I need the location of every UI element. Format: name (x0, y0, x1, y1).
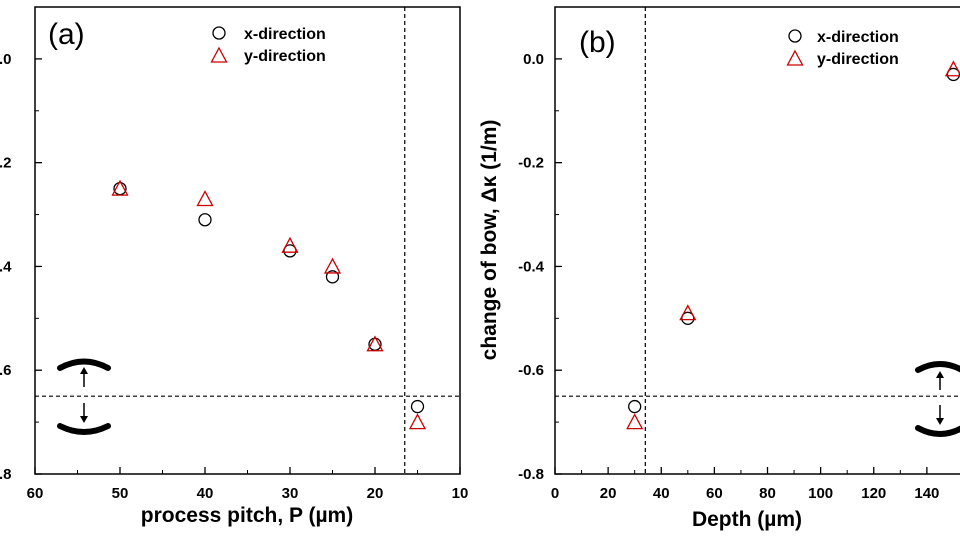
data-point-y-direction-a (323, 257, 342, 274)
panel-label-b: (b) (579, 26, 616, 59)
legend-a: x-direction y-direction (210, 26, 326, 65)
axes-b: 0 20 40 60 80 100 120 140 0.0 -0.2 -0.4 -0.6 -0.8 (518, 51, 939, 502)
legend-label-x-a: x-direction (244, 26, 326, 43)
panel-label-a: (a) (48, 18, 85, 51)
y-tick-label-b: 0.0 (523, 51, 544, 68)
y-tick-label-a: .8 (0, 466, 12, 483)
legend-marker-x-a (212, 26, 226, 40)
data-points-b (626, 60, 960, 430)
data-point-x-direction-a (283, 244, 297, 258)
data-points-a (111, 179, 427, 430)
bow-illustration-icon-a (57, 358, 111, 435)
plot-frame-a (34, 6, 461, 475)
plot-frame-b (554, 6, 960, 475)
x-tick-label-b: 40 (653, 485, 670, 502)
y-tick-label-a: .4 (0, 258, 12, 275)
y-tick-label-b: -0.6 (518, 362, 544, 379)
y-tick-label-a: .6 (0, 362, 12, 379)
x-tick-label-b: 100 (808, 485, 833, 502)
x-tick-label-a: 40 (197, 485, 214, 502)
x-tick-label-b: 120 (861, 485, 886, 502)
y-axis-label-b: change of bow, Δκ (1/m) (478, 120, 501, 361)
data-point-y-direction-b (944, 60, 960, 77)
legend-marker-y-b (786, 49, 804, 66)
data-point-x-direction-b (946, 67, 960, 82)
y-tick-label-b: -0.8 (518, 466, 544, 483)
legend-marker-y-a (210, 46, 228, 63)
x-tick-label-b: 140 (914, 485, 939, 502)
reference-lines-b (555, 7, 960, 474)
legend-label-y-a: y-direction (244, 48, 326, 65)
y-tick-label-b: -0.2 (518, 155, 544, 172)
x-tick-label-b: 80 (759, 485, 776, 502)
x-axis-label-a: process pitch, P (µm) (141, 504, 353, 527)
data-point-x-direction-b (681, 311, 695, 325)
data-point-x-direction-a (325, 270, 340, 284)
data-point-y-direction-b (679, 304, 697, 321)
data-point-y-direction-b (626, 413, 644, 430)
data-point-y-direction-a (111, 179, 129, 196)
x-tick-label-a: 60 (27, 485, 44, 502)
x-axis-label-b: Depth (µm) (692, 508, 802, 531)
axes-a: 60 50 40 30 20 10 .0 .2 .4 .6 .8 (0, 51, 468, 502)
x-tick-label-a: 50 (112, 485, 129, 502)
x-tick-label-a: 30 (282, 485, 299, 502)
data-point-x-direction-b (628, 399, 642, 414)
legend-b: x-direction y-direction (786, 29, 899, 68)
y-tick-label-a: .2 (0, 155, 12, 172)
data-point-y-direction-a (281, 236, 299, 253)
x-tick-label-b: 0 (551, 485, 559, 502)
x-tick-label-a: 20 (367, 485, 384, 502)
data-point-y-direction-a (408, 413, 427, 430)
legend-marker-x-b (788, 29, 802, 43)
x-tick-label-a: 10 (452, 485, 469, 502)
x-tick-label-b: 60 (706, 485, 723, 502)
legend-label-y-b: y-direction (817, 51, 899, 68)
data-point-y-direction-a (366, 335, 384, 352)
panel-b: (b) 0 20 40 60 80 100 120 140 0.0 -0.2 -0.4 -0.6 -0.… (478, 6, 960, 531)
data-point-y-direction-a (196, 190, 214, 207)
reference-lines-a (35, 7, 460, 474)
data-point-x-direction-a (410, 399, 425, 414)
data-point-x-direction-a (198, 213, 212, 227)
legend-label-x-b: x-direction (817, 29, 899, 46)
x-tick-label-b: 20 (600, 485, 617, 502)
panel-a: (a) 60 50 40 30 20 10 .0 .2 .4 .6 .8 x-direction y… (0, 6, 468, 527)
y-tick-label-a: .0 (0, 51, 12, 68)
bow-illustration-icon-b (915, 361, 960, 437)
y-tick-label-b: -0.4 (518, 258, 545, 275)
